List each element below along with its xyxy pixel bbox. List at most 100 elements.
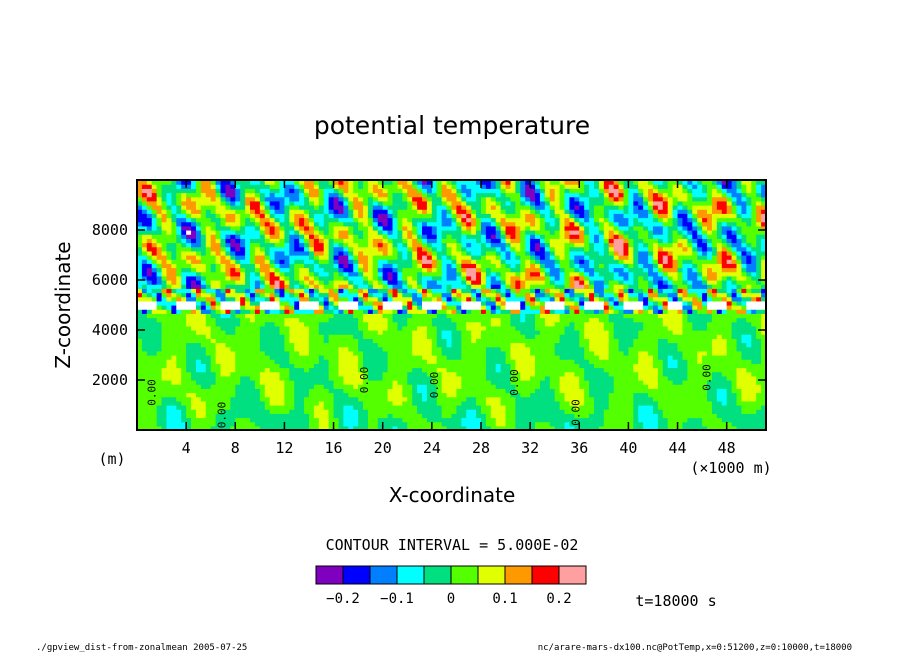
field-cell bbox=[205, 359, 212, 364]
field-cell bbox=[161, 259, 168, 264]
field-cell bbox=[382, 363, 389, 369]
field-cell bbox=[299, 300, 305, 306]
field-cell bbox=[476, 225, 482, 231]
field-cell bbox=[417, 267, 423, 273]
field-cell bbox=[387, 363, 394, 369]
field-cell bbox=[417, 275, 423, 281]
field-cell bbox=[348, 263, 354, 269]
field-cell bbox=[200, 209, 207, 214]
field-cell bbox=[535, 259, 541, 264]
field-cell bbox=[215, 421, 222, 427]
field-cell bbox=[451, 409, 458, 414]
field-cell bbox=[289, 188, 295, 194]
field-cell bbox=[456, 338, 462, 344]
field-cell bbox=[191, 192, 197, 198]
field-cell bbox=[480, 263, 487, 269]
field-cell bbox=[230, 288, 236, 294]
field-cell bbox=[500, 263, 507, 269]
field-cell bbox=[417, 196, 423, 202]
field-cell bbox=[338, 317, 344, 323]
field-cell bbox=[520, 350, 526, 356]
field-cell bbox=[407, 355, 413, 360]
field-cell bbox=[186, 363, 192, 369]
field-cell bbox=[259, 263, 266, 269]
field-cell bbox=[279, 230, 286, 235]
field-cell bbox=[240, 234, 246, 239]
field-cell bbox=[181, 384, 187, 389]
field-cell bbox=[535, 363, 541, 369]
field-cell bbox=[343, 300, 349, 306]
field-cell bbox=[313, 209, 320, 214]
field-cell bbox=[471, 242, 477, 248]
field-cell bbox=[476, 350, 482, 356]
field-cell bbox=[333, 250, 340, 256]
field-cell bbox=[539, 230, 546, 235]
field-cell bbox=[466, 409, 472, 414]
field-cell bbox=[505, 292, 512, 298]
field-cell bbox=[313, 267, 320, 273]
field-cell bbox=[176, 317, 182, 323]
field-cell bbox=[328, 180, 335, 185]
field-cell bbox=[466, 221, 472, 227]
field-cell bbox=[146, 409, 153, 414]
field-cell bbox=[318, 284, 325, 289]
field-cell bbox=[520, 209, 526, 214]
field-cell bbox=[308, 305, 315, 310]
field-cell bbox=[535, 205, 541, 210]
field-cell bbox=[195, 317, 202, 323]
field-cell bbox=[461, 375, 467, 381]
field-cell bbox=[461, 234, 467, 239]
field-cell bbox=[210, 417, 217, 423]
field-cell bbox=[240, 180, 246, 185]
field-cell bbox=[343, 275, 349, 281]
field-cell bbox=[156, 280, 163, 285]
field-cell bbox=[466, 380, 472, 385]
field-cell bbox=[436, 334, 443, 339]
field-cell bbox=[544, 367, 551, 373]
field-cell bbox=[328, 342, 335, 348]
field-cell bbox=[279, 309, 286, 314]
field-cell bbox=[348, 359, 354, 364]
field-cell bbox=[471, 184, 477, 189]
field-cell bbox=[166, 396, 172, 402]
field-cell bbox=[304, 363, 310, 369]
field-cell bbox=[151, 350, 158, 356]
field-cell bbox=[250, 363, 256, 369]
field-cell bbox=[441, 413, 448, 419]
field-cell bbox=[171, 367, 177, 373]
field-cell bbox=[417, 250, 423, 256]
field-cell bbox=[412, 355, 418, 360]
field-cell bbox=[210, 284, 217, 289]
field-cell bbox=[220, 255, 227, 260]
field-cell bbox=[323, 180, 330, 185]
field-cell bbox=[269, 192, 276, 198]
field-cell bbox=[328, 284, 335, 289]
field-cell bbox=[200, 305, 207, 310]
field-cell bbox=[510, 238, 516, 244]
field-cell bbox=[471, 288, 477, 294]
field-cell bbox=[294, 196, 300, 202]
field-cell bbox=[392, 400, 399, 406]
field-cell bbox=[225, 380, 231, 385]
field-cell bbox=[254, 330, 261, 335]
field-cell bbox=[166, 255, 172, 260]
field-cell bbox=[323, 230, 330, 235]
field-cell bbox=[402, 309, 408, 314]
field-cell bbox=[417, 396, 423, 402]
field-cell bbox=[353, 413, 359, 419]
field-cell bbox=[436, 392, 443, 398]
field-cell bbox=[269, 259, 276, 264]
field-cell bbox=[358, 317, 364, 323]
field-cell bbox=[186, 234, 192, 239]
field-cell bbox=[323, 330, 330, 335]
field-cell bbox=[274, 334, 281, 339]
field-cell bbox=[500, 363, 507, 369]
field-cell bbox=[284, 180, 290, 185]
field-cell bbox=[225, 350, 231, 356]
field-cell bbox=[476, 413, 482, 419]
field-cell bbox=[240, 396, 246, 402]
field-cell bbox=[230, 246, 236, 252]
field-cell bbox=[367, 359, 374, 364]
field-cell bbox=[200, 384, 207, 389]
field-cell bbox=[485, 184, 492, 189]
